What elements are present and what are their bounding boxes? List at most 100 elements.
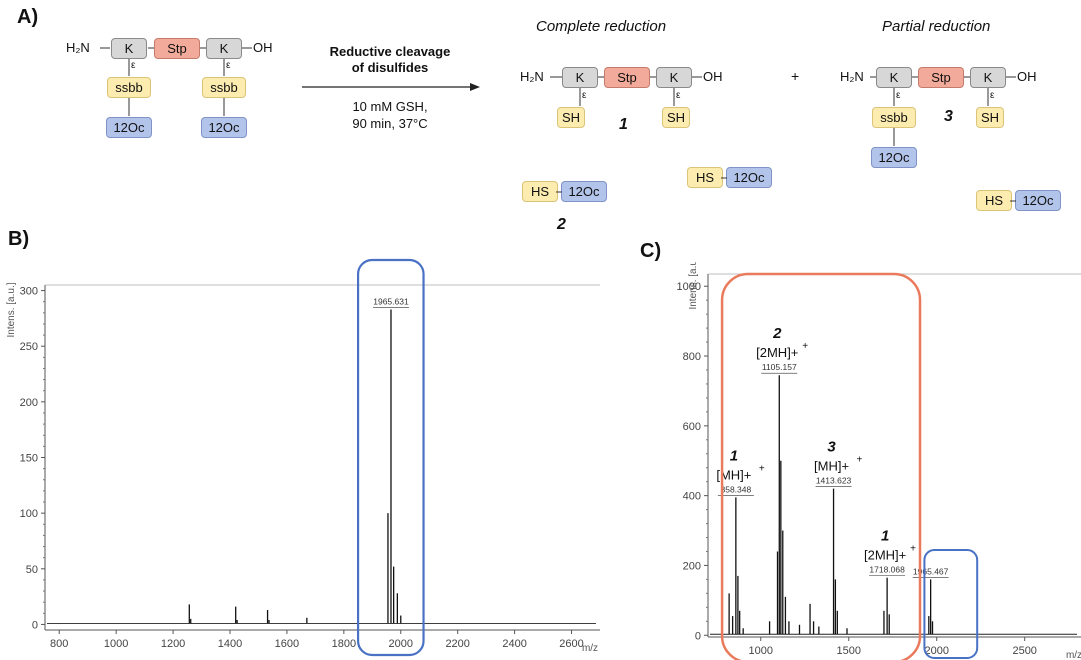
peak-ion-label: [MH]+ [716,467,751,482]
x-tick-label: 2000 [924,645,948,657]
thiol-box: SH [557,107,585,128]
stp-box: Stp [604,67,650,88]
plus-sign: + [791,68,800,84]
y-tick-label: 0 [695,630,701,642]
thiol-box: SH [976,107,1004,128]
peak-compound-label: 1 [881,528,889,545]
thiol-box: SH [662,107,690,128]
stp-box: Stp [918,67,964,88]
thiol-box: HS [522,181,558,202]
peak-mz-label: 1413.623 [816,476,852,486]
highlight-box-orange [720,272,922,660]
compound-1-label: 1 [619,116,628,133]
peak-ion-charge: + [802,341,808,352]
x-tick-label: 2200 [445,638,469,650]
oh-label: OH [253,40,273,55]
x-tick-label: 2600 [559,638,583,650]
stp-box: Stp [154,38,200,59]
y-tick-label: 150 [20,453,38,465]
oh-label: OH [703,69,723,84]
epsilon-label: ε [131,60,136,71]
x-axis-label: m/z [1066,650,1081,660]
peak-compound-label: 1 [730,447,738,464]
compound-2-label: 2 [557,216,566,233]
y-tick-label: 800 [683,351,701,363]
x-tick-label: 1400 [218,638,242,650]
lysine-box: K [970,67,1006,88]
y-tick-label: 250 [20,341,38,353]
peak-ion-charge: + [910,544,916,555]
peak-ion-label: [MH]+ [814,459,849,474]
oc-box: 12Oc [1015,190,1061,211]
highlight-box-blue [356,258,425,657]
peak-ion-charge: + [759,463,765,474]
lysine-box: K [111,38,147,59]
panel-c-spectrum: 0 200 400 600 800 1000 1000 1500 2000 2500 m/z Inte… [677,262,1081,660]
peak-ion-label: [2MH]+ [756,345,798,360]
h2n-label: H₂N [840,69,864,84]
epsilon-label: ε [226,60,231,71]
ssbb-box: ssbb [107,77,151,98]
oc-box: 12Oc [106,117,152,138]
panel-a-letter: A) [17,6,39,28]
hs-bond [556,191,562,193]
epsilon-label: ε [990,90,995,101]
epsilon-label: ε [676,90,681,101]
peak-mz-label: 1105.157 [762,362,797,372]
oc-box: 12Oc [871,147,917,168]
product1-bonds [550,76,702,106]
oc-box: 12Oc [201,117,247,138]
panel-b-spectrum: 0 50 100 150 200 250 300 800 1000 1200 1400 1600 180… [6,258,600,657]
x-tick-label: 1600 [275,638,299,650]
x-tick-label: 2500 [1012,645,1036,657]
peak-mz-label: 1965.467 [913,566,949,576]
y-tick-label: 50 [26,564,38,576]
x-tick-label: 1500 [837,645,861,657]
ssbb-box: ssbb [872,107,916,128]
h2n-label: H₂N [520,69,544,84]
starting-bonds [100,47,252,116]
panel-b-letter: B) [8,228,30,250]
peak-mz-label: 858.348 [720,484,751,494]
highlight-box-blue [923,549,979,659]
x-tick-label: 1000 [749,645,773,657]
x-tick-label: 2400 [502,638,526,650]
y-tick-label: 200 [683,560,701,572]
x-tick-label: 1000 [104,638,128,650]
y-tick-label: 600 [683,421,701,433]
y-tick-label: 100 [20,508,38,520]
peak-compound-label: 2 [772,325,782,342]
y-tick-label: 300 [20,286,38,298]
peak-compound-label: 3 [827,439,836,456]
product3-bonds [870,76,1016,146]
lysine-box: K [562,67,598,88]
x-tick-label: 2000 [389,638,413,650]
arrow-title-1: Reductive cleavage [329,44,451,59]
lysine-box: K [206,38,242,59]
x-axis-label: m/z [582,643,598,654]
oh-label: OH [1017,69,1037,84]
x-tick-label: 800 [50,638,68,650]
hs-bond [1010,200,1016,202]
ssbb-box: ssbb [202,77,246,98]
arrow-conditions-2: 90 min, 37°C [352,116,428,131]
partial-reduction-title: Partial reduction [882,18,991,35]
x-tick-label: 1800 [332,638,356,650]
reaction-arrow [302,83,480,91]
h2n-label: H₂N [66,40,90,55]
arrow-title-2: of disulfides [351,60,429,75]
oc-box: 12Oc [726,167,772,188]
y-tick-label: 200 [20,397,38,409]
peak-mz-label: 1718.068 [869,565,905,575]
y-tick-label: 0 [32,619,38,631]
peak-ion-charge: + [857,455,863,466]
panel-c-letter: C) [640,240,662,262]
lysine-box: K [876,67,912,88]
peak-ion-label: [2MH]+ [864,548,906,563]
thiol-box: HS [976,190,1012,211]
epsilon-label: ε [896,90,901,101]
y-tick-label: 400 [683,491,701,503]
oc-box: 12Oc [561,181,607,202]
arrow-conditions-1: 10 mM GSH, [352,99,428,114]
x-tick-label: 1200 [161,638,185,650]
